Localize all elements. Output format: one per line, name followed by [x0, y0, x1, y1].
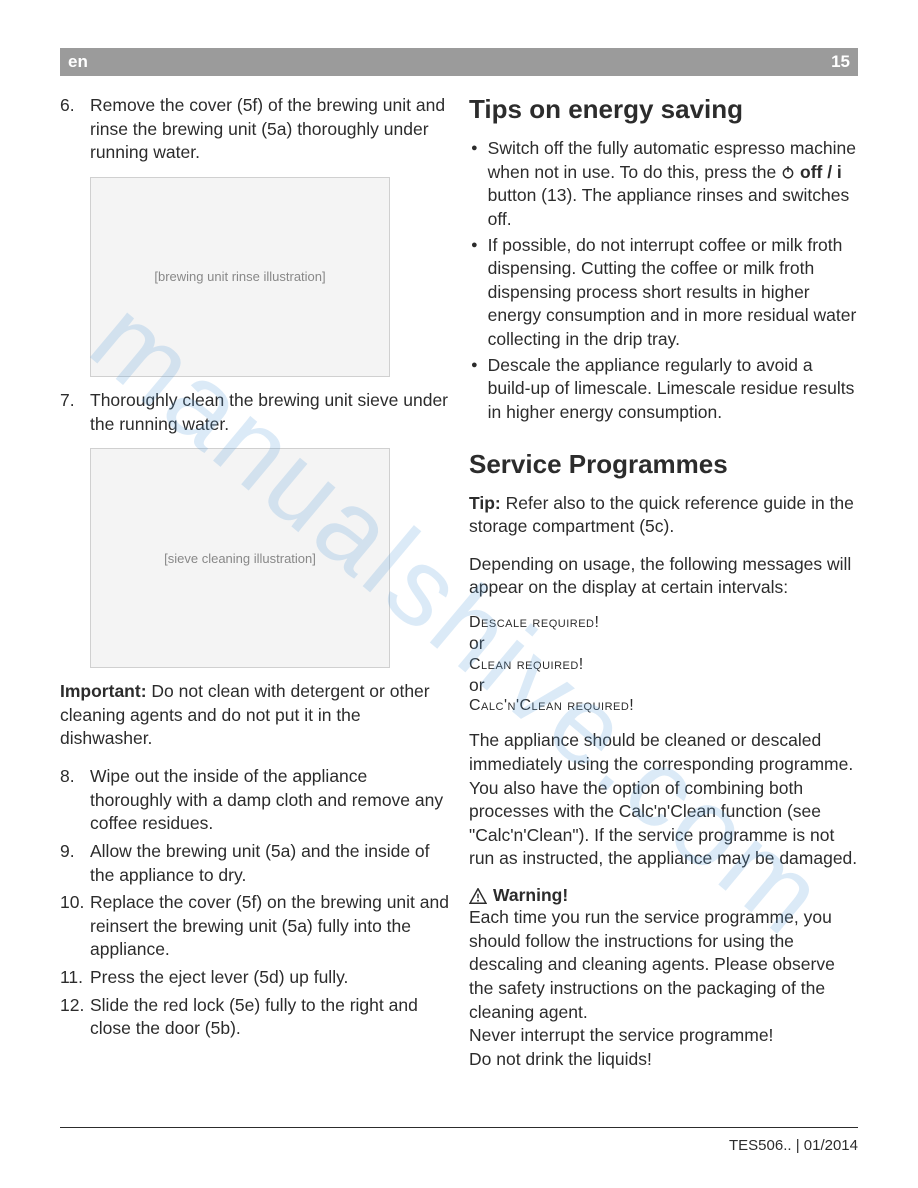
illustration-placeholder: [sieve cleaning illustration]: [164, 551, 316, 566]
usage-paragraph: Depending on usage, the following messag…: [469, 553, 858, 600]
tip-bold: off / i: [800, 162, 842, 182]
tip-paragraph: Tip: Refer also to the quick reference g…: [469, 492, 858, 539]
tips-heading: Tips on energy saving: [469, 94, 858, 125]
warning-label: Warning!: [493, 885, 568, 906]
display-message: Descale required!: [469, 614, 858, 632]
right-column: Tips on energy saving Switch off the ful…: [469, 94, 858, 1071]
step-number: 11.: [60, 966, 90, 990]
tips-list: Switch off the fully automatic espresso …: [469, 137, 858, 425]
step-number: 6.: [60, 94, 90, 165]
footer-text: TES506.. | 01/2014: [729, 1137, 858, 1154]
or-text: or: [469, 674, 858, 698]
steps-list-a: 6. Remove the cover (5f) of the brewing …: [60, 94, 449, 165]
step-item: 12. Slide the red lock (5e) fully to the…: [60, 994, 449, 1041]
step-number: 8.: [60, 765, 90, 836]
tip-item: If possible, do not interrupt coffee or …: [469, 234, 858, 352]
content-columns: 6. Remove the cover (5f) of the brewing …: [60, 94, 858, 1071]
warning-heading: Warning!: [469, 885, 858, 906]
step-text: Allow the brewing unit (5a) and the insi…: [90, 840, 449, 887]
header-language: en: [68, 52, 88, 72]
tip-text: If possible, do not interrupt coffee or …: [488, 234, 858, 352]
step-item: 10. Replace the cover (5f) on the brewin…: [60, 891, 449, 962]
service-heading: Service Programmes: [469, 449, 858, 480]
steps-list-c: 8. Wipe out the inside of the appliance …: [60, 765, 449, 1041]
footer-rule: [60, 1127, 858, 1128]
step-number: 9.: [60, 840, 90, 887]
steps-list-b: 7. Thoroughly clean the brewing unit sie…: [60, 389, 449, 436]
step-item: 7. Thoroughly clean the brewing unit sie…: [60, 389, 449, 436]
step-number: 12.: [60, 994, 90, 1041]
header-page-number: 15: [831, 52, 850, 72]
step-text: Press the eject lever (5d) up fully.: [90, 966, 449, 990]
step-item: 11. Press the eject lever (5d) up fully.: [60, 966, 449, 990]
step-number: 10.: [60, 891, 90, 962]
step-text: Remove the cover (5f) of the brewing uni…: [90, 94, 449, 165]
tip-text: Switch off the fully automatic espresso …: [488, 137, 858, 232]
power-icon: [781, 165, 795, 179]
display-messages: Descale required! or Clean required! or …: [469, 614, 858, 715]
illustration-rinse: [brewing unit rinse illustration]: [90, 177, 390, 377]
display-message: Calc'n'Clean required!: [469, 697, 858, 715]
illustration-sieve: [sieve cleaning illustration]: [90, 448, 390, 668]
left-column: 6. Remove the cover (5f) of the brewing …: [60, 94, 449, 1071]
step-number: 7.: [60, 389, 90, 436]
step-text: Thoroughly clean the brewing unit sieve …: [90, 389, 449, 436]
warning-text: Each time you run the service programme,…: [469, 906, 858, 1071]
important-note: Important: Do not clean with detergent o…: [60, 680, 449, 751]
step-text: Slide the red lock (5e) fully to the rig…: [90, 994, 449, 1041]
or-text: or: [469, 632, 858, 656]
important-label: Important:: [60, 681, 147, 701]
tip-item: Switch off the fully automatic espresso …: [469, 137, 858, 232]
display-message: Clean required!: [469, 656, 858, 674]
page-header-bar: en 15: [60, 48, 858, 76]
illustration-placeholder: [brewing unit rinse illustration]: [154, 269, 325, 284]
tip-label: Tip:: [469, 493, 501, 513]
step-item: 8. Wipe out the inside of the appliance …: [60, 765, 449, 836]
warning-icon: [469, 888, 487, 904]
manual-page: manualshive.com en 15 6. Remove the cove…: [0, 0, 918, 1188]
cleaned-paragraph: The appliance should be cleaned or desca…: [469, 729, 858, 871]
step-item: 6. Remove the cover (5f) of the brewing …: [60, 94, 449, 165]
step-item: 9. Allow the brewing unit (5a) and the i…: [60, 840, 449, 887]
step-text: Wipe out the inside of the appliance tho…: [90, 765, 449, 836]
tip-text: Descale the appliance regularly to avoid…: [488, 354, 858, 425]
tip-item: Descale the appliance regularly to avoid…: [469, 354, 858, 425]
step-text: Replace the cover (5f) on the brewing un…: [90, 891, 449, 962]
tip-post: button (13). The appliance rinses and sw…: [488, 185, 850, 229]
tip-body: Refer also to the quick reference guide …: [469, 493, 854, 537]
